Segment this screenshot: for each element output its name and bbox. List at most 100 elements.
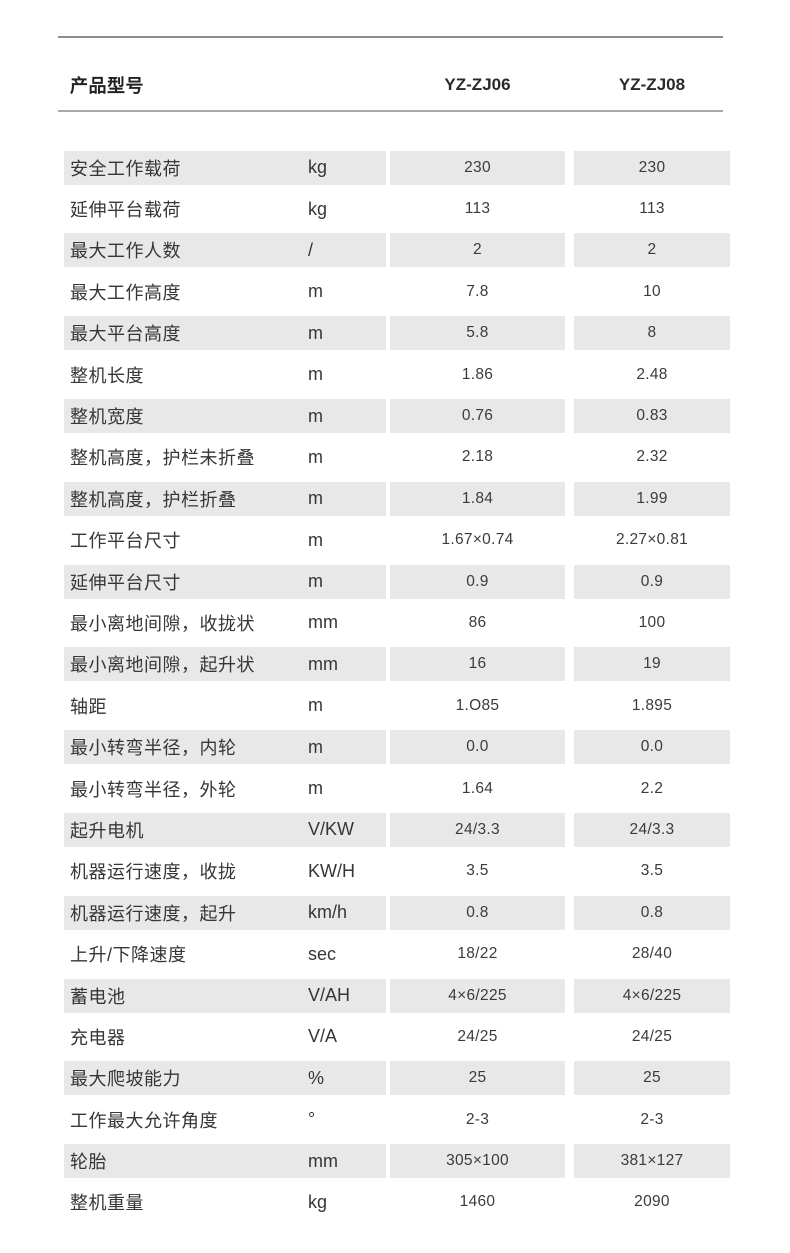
spec-unit: mm bbox=[308, 653, 338, 674]
spec-value-yz-zj08: 2.27×0.81 bbox=[615, 531, 689, 549]
spec-label: 机器运行速度，收拢 bbox=[70, 862, 237, 883]
spec-row: 工作平台尺寸 m 1.67×0.74 2.27×0.81 bbox=[0, 520, 790, 561]
spec-value-yz-zj08: 0.8 bbox=[574, 895, 730, 930]
spec-row: 充电器 V/A 24/25 24/25 bbox=[0, 1016, 790, 1057]
spec-row: 最小离地间隙，起升状 mm 16 19 bbox=[0, 644, 790, 685]
spec-unit: sec bbox=[308, 943, 337, 964]
spec-label: 工作平台尺寸 bbox=[70, 531, 181, 552]
spec-value-yz-zj06: 2 bbox=[390, 233, 565, 268]
spec-label-cell: 最小转弯半径，外轮 m bbox=[64, 772, 386, 806]
spec-label-cell: 最大工作人数 / bbox=[64, 233, 386, 268]
spec-unit: m bbox=[308, 571, 323, 592]
spec-label: 整机长度 bbox=[70, 365, 144, 386]
spec-row: 最小转弯半径，外轮 m 1.64 2.2 bbox=[0, 768, 790, 809]
spec-unit: kg bbox=[308, 198, 328, 219]
spec-value-yz-zj08: 25 bbox=[574, 1061, 730, 1096]
spec-label-cell: 整机高度，护栏未折叠 m bbox=[64, 440, 386, 474]
spec-unit: m bbox=[308, 364, 323, 385]
spec-label-cell: 整机高度，护栏折叠 m bbox=[64, 481, 386, 516]
spec-value-yz-zj08: 2090 bbox=[634, 1193, 670, 1211]
spec-unit: / bbox=[308, 239, 314, 260]
spec-value-yz-zj06: 113 bbox=[464, 200, 491, 218]
spec-value-yz-zj08: 0.0 bbox=[574, 730, 730, 765]
spec-label: 最大爬坡能力 bbox=[70, 1069, 181, 1090]
spec-value-yz-zj06: 24/3.3 bbox=[390, 812, 565, 847]
spec-label-cell: 机器运行速度，起升 km/h bbox=[64, 895, 386, 930]
spec-row: 蓄电池 V/AH 4×6/225 4×6/225 bbox=[0, 975, 790, 1016]
spec-row: 起升电机 V/KW 24/3.3 24/3.3 bbox=[0, 809, 790, 850]
spec-value-yz-zj06: 18/22 bbox=[457, 945, 498, 963]
spec-unit: ° bbox=[308, 1109, 316, 1130]
spec-label: 起升电机 bbox=[70, 820, 144, 841]
spec-value-yz-zj08: 19 bbox=[574, 647, 730, 682]
spec-unit: m bbox=[308, 281, 323, 302]
spec-value-yz-zj08: 3.5 bbox=[640, 862, 664, 880]
spec-value-yz-zj08: 381×127 bbox=[574, 1144, 730, 1179]
spec-row: 机器运行速度，收拢 KW/H 3.5 3.5 bbox=[0, 851, 790, 892]
spec-unit: V/KW bbox=[308, 819, 355, 840]
spec-label: 整机高度，护栏未折叠 bbox=[70, 448, 255, 469]
spec-value-yz-zj06: 1.84 bbox=[390, 481, 565, 516]
spec-value-yz-zj08: 2 bbox=[574, 233, 730, 268]
spec-row: 安全工作载荷 kg 230 230 bbox=[0, 147, 790, 188]
spec-label: 整机高度，护栏折叠 bbox=[70, 489, 237, 510]
spec-value-yz-zj06: 24/25 bbox=[457, 1027, 498, 1045]
spec-label: 工作最大允许角度 bbox=[70, 1110, 218, 1131]
spec-unit: m bbox=[308, 778, 323, 799]
spec-value-yz-zj06: 5.8 bbox=[390, 316, 565, 351]
spec-row: 机器运行速度，起升 km/h 0.8 0.8 bbox=[0, 892, 790, 933]
spec-unit: m bbox=[308, 695, 323, 716]
spec-label-cell: 最小转弯半径，内轮 m bbox=[64, 730, 386, 765]
spec-value-yz-zj06: 0.76 bbox=[390, 399, 565, 434]
spec-label-cell: 最小离地间隙，起升状 mm bbox=[64, 647, 386, 682]
spec-label: 最小转弯半径，内轮 bbox=[70, 738, 237, 759]
spec-unit: kg bbox=[308, 1191, 328, 1212]
spec-unit: mm bbox=[308, 1150, 338, 1171]
spec-label-cell: 起升电机 V/KW bbox=[64, 812, 386, 847]
spec-table: 安全工作载荷 kg 230 230 延伸平台载荷 kg 113 113 最大工作人数/2 2 最大工… bbox=[0, 147, 790, 1223]
spec-row: 整机高度，护栏折叠 m 1.84 1.99 bbox=[0, 478, 790, 519]
top-divider bbox=[58, 36, 723, 38]
spec-value-yz-zj08: 113 bbox=[639, 200, 665, 218]
spec-value-yz-zj08: 28/40 bbox=[631, 945, 673, 963]
spec-value-yz-zj08: 230 bbox=[574, 150, 730, 185]
spec-value-yz-zj06: 86 bbox=[468, 613, 487, 631]
spec-row: 最大平台高度 m 5.8 8 bbox=[0, 313, 790, 354]
spec-label: 最小转弯半径，外轮 bbox=[70, 779, 237, 800]
spec-label-cell: 最大工作高度 m bbox=[64, 275, 386, 309]
spec-label-cell: 安全工作载荷 kg bbox=[64, 150, 386, 185]
spec-value-yz-zj08: 24/25 bbox=[631, 1027, 673, 1045]
spec-label-cell: 机器运行速度，收拢 KW/H bbox=[64, 854, 386, 888]
spec-row: 最小转弯半径，内轮 m 0.0 0.0 bbox=[0, 726, 790, 767]
spec-row: 最大爬坡能力% 25 25 bbox=[0, 1058, 790, 1099]
spec-row: 整机长度 m 1.86 2.48 bbox=[0, 354, 790, 395]
spec-value-yz-zj08: 8 bbox=[574, 316, 730, 351]
spec-value-yz-zj06: 1.64 bbox=[461, 779, 494, 797]
spec-row: 整机高度，护栏未折叠 m 2.18 2.32 bbox=[0, 437, 790, 478]
spec-label-cell: 上升/下降速度 sec bbox=[64, 937, 386, 971]
spec-value-yz-zj06: 1460 bbox=[459, 1193, 496, 1211]
spec-label: 延伸平台尺寸 bbox=[70, 572, 181, 593]
spec-label: 最小离地间隙，起升状 bbox=[70, 655, 255, 676]
spec-label: 上升/下降速度 bbox=[70, 945, 187, 966]
spec-row: 整机重量 kg 1460 2090 bbox=[0, 1182, 790, 1223]
spec-label-cell: 工作最大允许角度 ° bbox=[64, 1103, 386, 1137]
model-column-header-yz-zj06: YZ-ZJ06 bbox=[444, 75, 511, 94]
spec-value-yz-zj06: 25 bbox=[390, 1061, 565, 1096]
spec-unit: kg bbox=[308, 157, 328, 178]
table-header-row: 产品型号 YZ-ZJ06 YZ-ZJ08 bbox=[64, 60, 730, 110]
spec-value-yz-zj06: 0.0 bbox=[390, 730, 565, 765]
spec-row: 延伸平台载荷 kg 113 113 bbox=[0, 188, 790, 229]
spec-row: 工作最大允许角度 ° 2-3 2-3 bbox=[0, 1099, 790, 1140]
spec-label-cell: 整机重量 kg bbox=[64, 1185, 386, 1219]
spec-value-yz-zj08: 24/3.3 bbox=[574, 812, 730, 847]
spec-label-cell: 整机长度 m bbox=[64, 358, 386, 392]
spec-value-yz-zj06: 0.8 bbox=[390, 895, 565, 930]
spec-label-cell: 充电器 V/A bbox=[64, 1020, 386, 1054]
spec-value-yz-zj08: 0.9 bbox=[574, 564, 730, 599]
spec-unit: m bbox=[308, 488, 323, 509]
spec-label: 整机宽度 bbox=[70, 407, 144, 428]
spec-label: 整机重量 bbox=[70, 1193, 144, 1214]
spec-row: 上升/下降速度 sec 18/22 28/40 bbox=[0, 933, 790, 974]
spec-value-yz-zj06: 305×100 bbox=[390, 1144, 565, 1179]
